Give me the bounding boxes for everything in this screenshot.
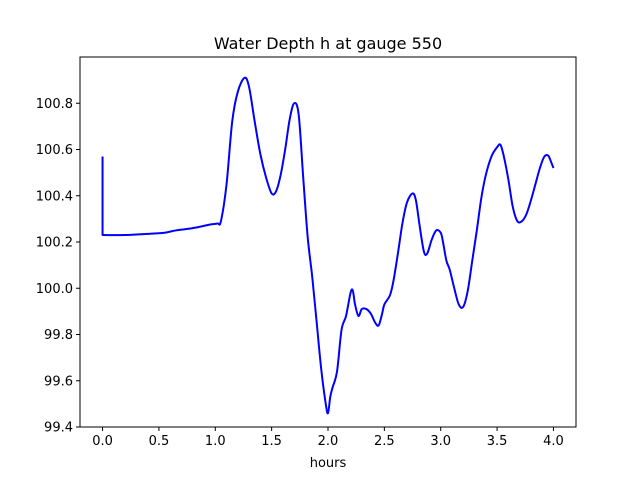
y-tick-label: 100.0 <box>36 282 73 297</box>
y-tick-label: 100.2 <box>36 236 73 251</box>
series-layer <box>101 76 555 415</box>
x-tick-label: 2.5 <box>374 434 395 449</box>
x-axis: 0.0 0.5 1.0 1.5 2.0 2.5 3.0 3.5 4.0 <box>92 427 564 449</box>
x-tick-label: 1.5 <box>261 434 282 449</box>
y-tick-label: 100.6 <box>36 143 73 158</box>
y-tick-label: 99.8 <box>44 328 73 343</box>
x-tick-label: 1.0 <box>205 434 226 449</box>
x-tick-label: 0.5 <box>149 434 170 449</box>
x-tick-label: 2.0 <box>318 434 339 449</box>
x-tick-label: 3.0 <box>430 434 451 449</box>
series-line-0 <box>101 76 555 415</box>
x-axis-label: hours <box>310 456 347 471</box>
x-tick-label: 3.5 <box>487 434 508 449</box>
y-tick-label: 99.4 <box>44 421 73 436</box>
x-tick-label: 0.0 <box>92 434 113 449</box>
y-tick-label: 99.6 <box>44 374 73 389</box>
chart-title: Water Depth h at gauge 550 <box>214 34 442 53</box>
y-tick-label: 100.8 <box>36 97 73 112</box>
x-tick-label: 4.0 <box>543 434 564 449</box>
y-axis: 99.4 99.6 99.8 100.0 100.2 100.4 100.6 100.8 <box>36 97 80 436</box>
plot-area <box>79 56 577 428</box>
y-tick-label: 100.4 <box>36 189 73 204</box>
